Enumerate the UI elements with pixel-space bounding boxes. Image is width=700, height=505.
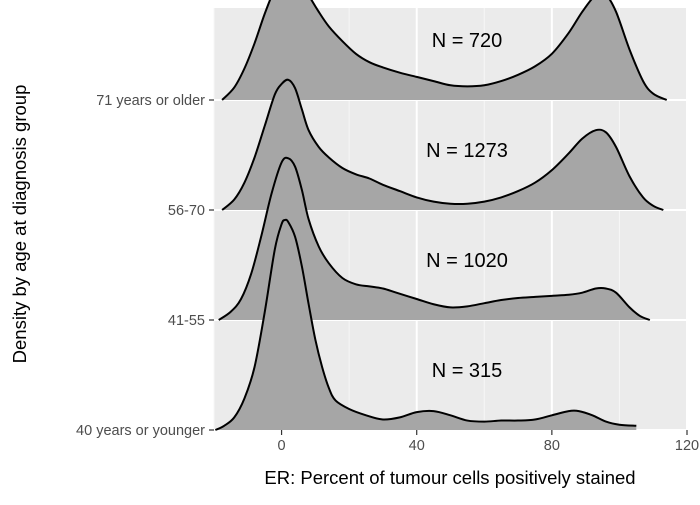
x-tick-label: 40 — [409, 438, 425, 454]
y-tick-label: 56-70 — [168, 203, 205, 219]
ridge-outline — [221, 0, 668, 101]
ridge-1 — [218, 156, 651, 321]
x-tick-label: 80 — [544, 438, 560, 454]
count-annotation: N = 720 — [432, 30, 503, 52]
y-tick-label: 41-55 — [168, 313, 205, 329]
x-tick-label: 120 — [675, 438, 699, 454]
y-tick-label: 40 years or younger — [76, 423, 205, 439]
axes: 0 40 80 120 40 years or younger 41-55 56-70 71 … — [76, 93, 699, 454]
x-tick-label: 0 — [278, 438, 286, 454]
y-axis-title: Density by age at diagnosis group — [9, 85, 30, 364]
ridge-fill — [218, 157, 650, 320]
ridge-3 — [221, 0, 668, 101]
x-axis-title: ER: Percent of tumour cells positively s… — [264, 467, 635, 488]
ridge-outline — [218, 156, 651, 321]
ridge-2 — [221, 78, 664, 211]
ridge-0 — [214, 218, 637, 431]
count-annotation: N = 1020 — [426, 250, 508, 272]
ridge-outline — [221, 78, 664, 211]
ridge-fill — [222, 0, 667, 100]
ridge-outline — [214, 218, 637, 431]
count-annotations: N = 720 N = 1273 N = 1020 N = 315 — [426, 30, 508, 382]
density-ridges — [214, 0, 668, 431]
ridge-fill — [215, 219, 637, 430]
count-annotation: N = 315 — [432, 360, 503, 382]
ridge-fill — [222, 79, 664, 210]
y-tick-label: 71 years or older — [96, 93, 205, 109]
count-annotation: N = 1273 — [426, 140, 508, 162]
